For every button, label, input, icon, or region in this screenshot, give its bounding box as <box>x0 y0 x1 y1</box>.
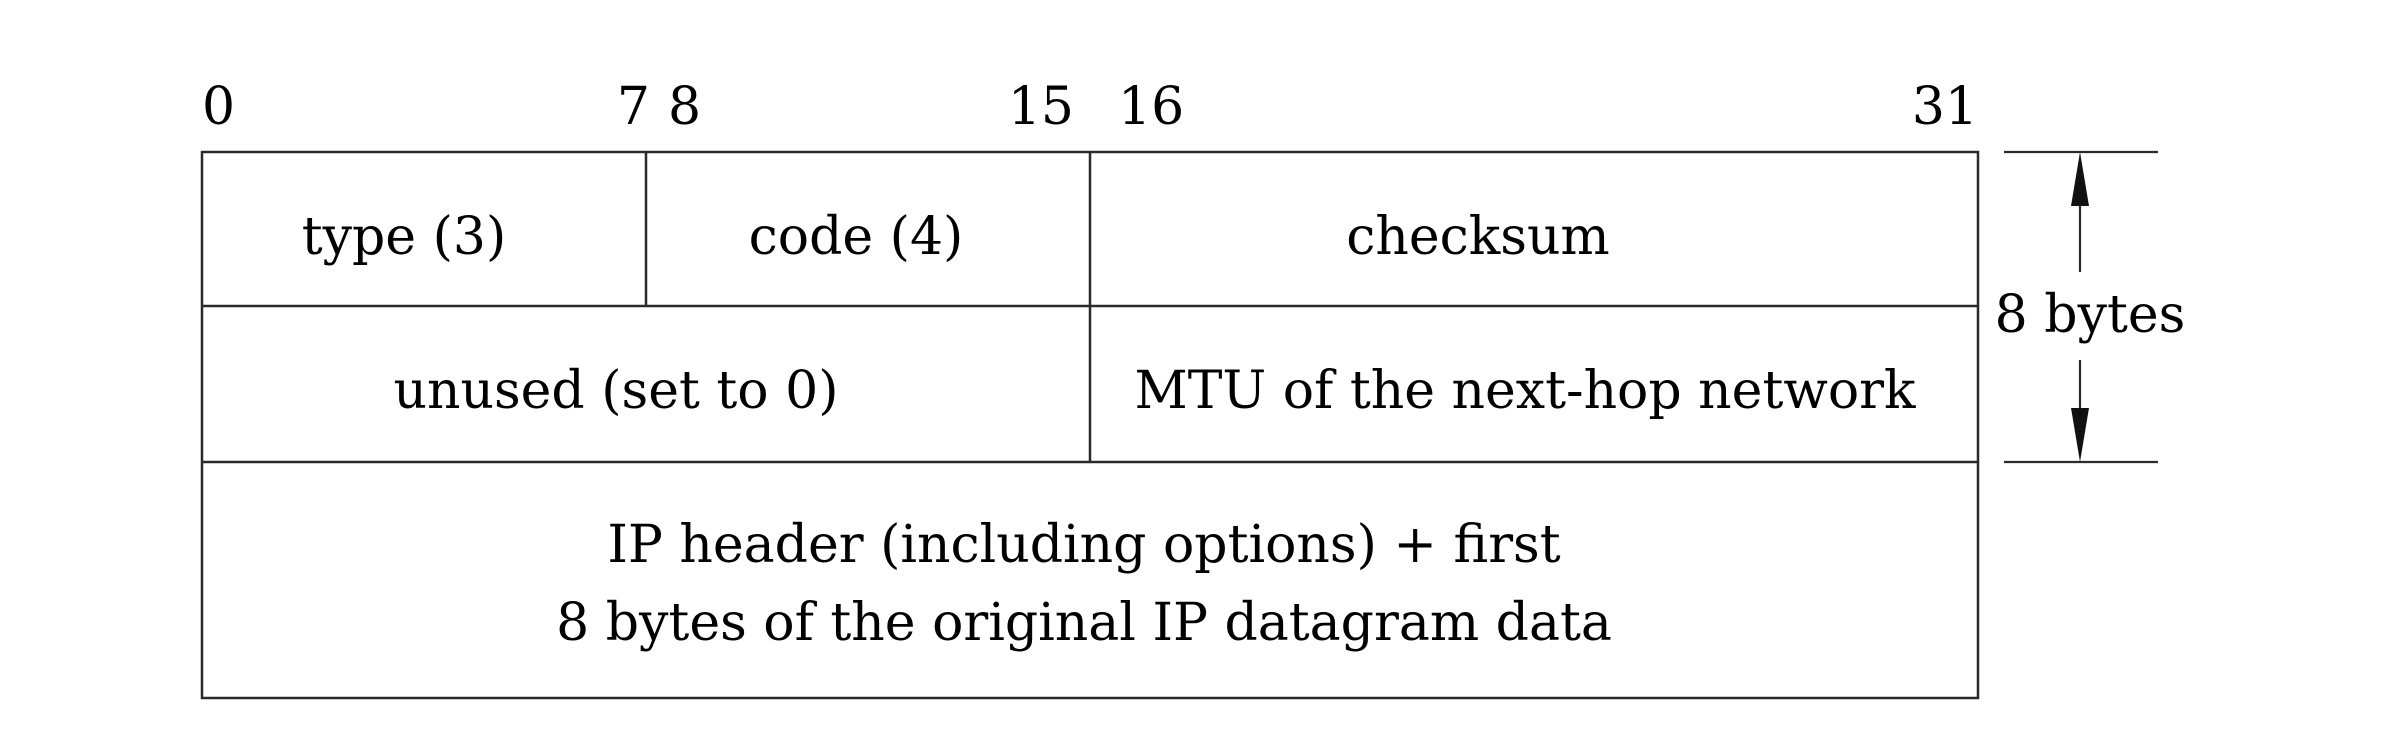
field-code: code (4) <box>749 207 964 267</box>
bit-label-15: 15 <box>1008 77 1074 137</box>
field-unused: unused (set to 0) <box>393 361 838 421</box>
field-type: type (3) <box>302 207 507 267</box>
field-ip-header-line2: 8 bytes of the original IP datagram data <box>556 593 1612 653</box>
bit-label-16: 16 <box>1118 77 1184 137</box>
bit-label-0: 0 <box>202 77 235 137</box>
size-label: 8 bytes <box>1995 285 2186 345</box>
bit-label-8: 8 <box>668 77 701 137</box>
field-checksum: checksum <box>1346 207 1610 267</box>
bit-label-31: 31 <box>1912 77 1978 137</box>
field-mtu: MTU of the next-hop network <box>1134 361 1916 421</box>
bit-label-7: 7 <box>617 77 650 137</box>
arrow-up-icon <box>2071 152 2089 206</box>
field-ip-header-line1: IP header (including options) + first <box>607 515 1560 575</box>
arrow-down-icon <box>2071 408 2089 462</box>
